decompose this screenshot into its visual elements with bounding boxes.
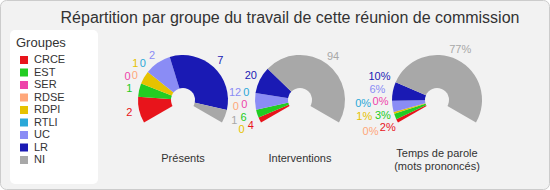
data-label: 1 <box>231 114 237 126</box>
chart-svg: Répartition par groupe du travail de cet… <box>0 0 550 190</box>
data-label: 0 <box>233 100 239 112</box>
legend-swatch <box>20 144 28 152</box>
legend: Groupes CRCEESTSERRDSERDPIRTLIUCLRNI <box>10 30 98 184</box>
data-label: 0 <box>239 123 245 135</box>
data-label: 6% <box>369 83 385 95</box>
pie-title-line: Présents <box>161 152 205 164</box>
data-label: 0 <box>243 86 249 98</box>
data-label: 0% <box>355 97 371 109</box>
legend-label: CRCE <box>34 53 65 65</box>
data-label: 6 <box>241 111 247 123</box>
data-label: 1 <box>132 57 138 69</box>
data-label: 2 <box>149 49 155 61</box>
data-label: 4 <box>248 119 254 131</box>
pie-title-line: (mots prononcés) <box>394 160 480 172</box>
data-label: 2 <box>126 106 132 118</box>
data-label: 10% <box>368 70 390 82</box>
data-label: 12 <box>229 86 241 98</box>
pie-hole <box>288 88 312 112</box>
data-label: 0% <box>373 95 389 107</box>
legend-swatch <box>20 94 28 102</box>
legend-label: SER <box>34 78 57 90</box>
data-label: 0 <box>124 70 130 82</box>
legend-swatch <box>20 69 28 77</box>
data-labels: 2100102714600001220942%3%0%0%1%0%6%10%77… <box>124 43 471 137</box>
legend-title: Groupes <box>16 35 66 50</box>
data-label: 1 <box>126 82 132 94</box>
chart-container: Répartition par groupe du travail de cet… <box>0 0 550 190</box>
pie-title-line: Interventions <box>269 152 332 164</box>
legend-swatch <box>20 156 28 164</box>
data-label: 77% <box>449 43 471 55</box>
legend-label: EST <box>34 66 56 78</box>
background <box>1 1 550 190</box>
legend-label: UC <box>34 128 50 140</box>
legend-swatch <box>20 106 28 114</box>
pie-title: Temps de parole(mots prononcés) <box>394 147 480 172</box>
legend-label: NI <box>34 153 45 165</box>
data-label: 20 <box>245 69 257 81</box>
pie <box>392 55 482 123</box>
legend-swatch <box>20 119 28 127</box>
chart-title: Répartition par groupe du travail de cet… <box>61 9 520 26</box>
pie-hole <box>171 88 195 112</box>
data-label: 0 <box>132 69 138 81</box>
pie-title-line: Temps de parole <box>396 147 477 159</box>
data-label: 0 <box>140 57 146 69</box>
legend-swatch <box>20 81 28 89</box>
data-label: 2% <box>380 121 396 133</box>
legend-box <box>10 30 98 184</box>
legend-label: RDSE <box>34 91 65 103</box>
pie <box>255 55 345 123</box>
data-label: 3% <box>375 109 391 121</box>
data-label: 1% <box>356 110 372 122</box>
pie-slice <box>268 55 345 123</box>
pie-title: Interventions <box>269 152 332 164</box>
pie <box>138 55 228 122</box>
pie-hole <box>425 88 449 112</box>
data-label: 0% <box>363 125 379 137</box>
legend-swatch <box>20 56 28 64</box>
pie-slice <box>396 55 482 123</box>
legend-label: LR <box>34 141 48 153</box>
data-label: 0 <box>241 98 247 110</box>
data-label: 94 <box>327 50 339 62</box>
pie-title: Présents <box>161 152 205 164</box>
legend-swatch <box>20 131 28 139</box>
data-label: 7 <box>217 54 223 66</box>
legend-label: RTLI <box>34 116 58 128</box>
legend-label: RDPI <box>34 103 60 115</box>
